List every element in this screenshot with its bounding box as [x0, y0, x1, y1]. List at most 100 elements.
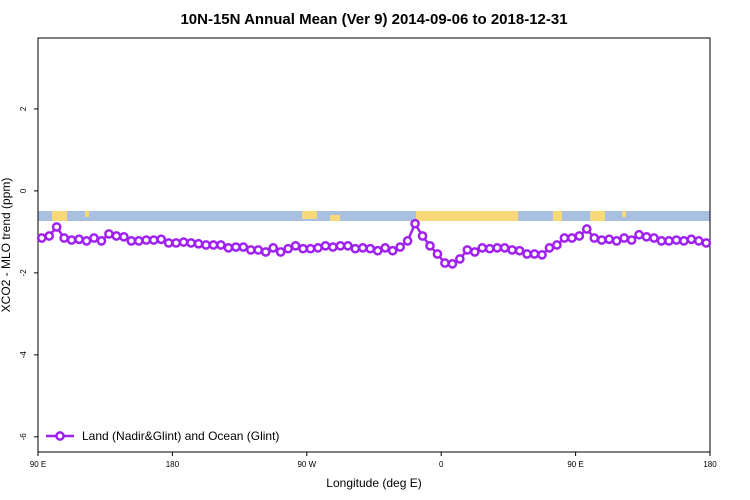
x-tick-label: 90 E — [30, 460, 46, 469]
data-point — [59, 233, 69, 243]
data-point — [111, 231, 122, 241]
data-point — [656, 236, 667, 246]
data-point — [253, 245, 264, 255]
data-point — [522, 249, 532, 259]
data-point — [701, 238, 712, 248]
data-point — [380, 243, 391, 253]
data-point — [552, 240, 562, 250]
data-point — [104, 229, 114, 239]
data-point — [440, 258, 450, 268]
y-tick-label: 0 — [19, 188, 28, 193]
data-point — [36, 233, 47, 243]
data-point — [469, 247, 480, 257]
data-point — [119, 231, 129, 242]
data-point — [260, 247, 271, 257]
data-point — [171, 238, 181, 248]
data-point — [589, 233, 600, 243]
data-point — [596, 235, 607, 245]
legend-marker — [55, 431, 65, 441]
data-point — [425, 240, 435, 251]
data-point — [320, 240, 331, 251]
data-point — [89, 233, 99, 243]
data-point — [567, 233, 577, 243]
data-point — [298, 243, 308, 254]
data-point — [664, 236, 674, 246]
data-point — [328, 242, 338, 252]
data-point — [208, 240, 219, 250]
data-point — [619, 233, 629, 243]
data-point — [477, 243, 488, 253]
data-point — [559, 233, 570, 243]
data-point — [350, 243, 361, 254]
data-point — [447, 259, 458, 269]
data-point — [462, 245, 473, 255]
data-point — [245, 245, 256, 255]
data-point — [186, 238, 196, 248]
data-point — [268, 243, 279, 253]
data-point — [223, 243, 234, 253]
data-point — [44, 231, 55, 241]
x-tick-label: 90 E — [567, 460, 583, 469]
data-point — [507, 245, 517, 255]
data-point — [290, 240, 301, 251]
data-point — [81, 236, 92, 246]
data-point — [141, 235, 152, 245]
data-point — [126, 236, 137, 246]
data-point — [671, 235, 682, 245]
x-tick-label: 0 — [439, 460, 444, 469]
data-point — [372, 245, 383, 256]
data-point — [178, 237, 189, 247]
data-point — [626, 235, 637, 245]
data-point — [51, 222, 62, 232]
y-tick-label: -6 — [19, 433, 28, 441]
data-point — [581, 224, 592, 234]
data-point — [686, 234, 697, 245]
data-point — [365, 243, 376, 254]
data-point — [343, 240, 353, 251]
data-point — [514, 245, 525, 256]
data-point — [410, 218, 420, 229]
y-axis-label: XCO2 - MLO trend (ppm) — [0, 178, 13, 313]
y-tick-label: -2 — [19, 269, 28, 277]
data-point — [402, 236, 413, 246]
data-point — [455, 254, 465, 264]
chart-title: 10N-15N Annual Mean (Ver 9) 2014-09-06 t… — [180, 11, 567, 28]
x-tick-label: 180 — [166, 460, 180, 469]
data-point — [216, 240, 226, 250]
y-tick-label: 2 — [19, 106, 28, 111]
data-point — [238, 242, 249, 252]
data-point — [66, 235, 77, 245]
data-point — [499, 243, 510, 253]
data-point — [693, 236, 704, 246]
data-point — [395, 242, 405, 252]
data-point — [74, 234, 84, 245]
x-tick-label: 180 — [703, 460, 717, 469]
data-point — [641, 231, 652, 242]
data-point — [387, 245, 398, 256]
data-point — [529, 249, 540, 259]
data-point — [679, 236, 689, 246]
data-point — [604, 234, 615, 245]
data-point — [432, 249, 443, 259]
data-point — [649, 233, 659, 243]
data-point — [305, 243, 316, 254]
data-point — [231, 242, 241, 252]
data-point — [133, 236, 144, 246]
data-point — [574, 231, 585, 241]
x-tick-label: 90 W — [297, 460, 316, 469]
data-point — [335, 240, 346, 251]
data-point — [611, 236, 622, 246]
data-point — [275, 247, 286, 257]
data-point — [163, 238, 174, 248]
data-point — [544, 243, 555, 253]
x-axis-label: Longitude (deg E) — [326, 476, 421, 490]
data-point — [634, 229, 644, 240]
data-point — [156, 234, 167, 245]
data-point — [537, 249, 547, 260]
data-point — [201, 240, 211, 250]
data-point — [417, 231, 428, 241]
land-ocean-strip — [38, 211, 710, 221]
data-point — [313, 243, 323, 253]
y-tick-label: -4 — [19, 351, 28, 359]
